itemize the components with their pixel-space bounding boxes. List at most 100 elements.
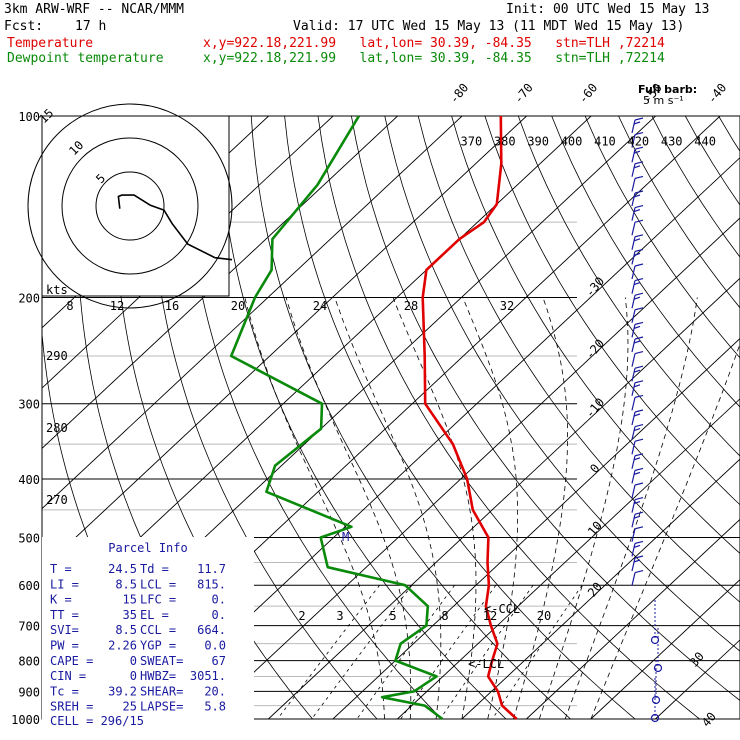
parcel-info-value: 815.	[197, 577, 226, 591]
hodograph-ring	[61, 137, 199, 275]
parcel-info-key: TT =	[50, 608, 79, 622]
wind-barb	[631, 526, 644, 542]
mixing-ratio-line	[492, 584, 583, 720]
wind-barb	[631, 438, 644, 455]
theta-e-label: 20	[231, 299, 245, 313]
temperature-tick-label: -40	[705, 81, 730, 107]
moist-adiabat-line	[244, 297, 385, 720]
ccl-label: <-CCL	[484, 602, 520, 616]
dry-adiabat-line	[551, 116, 740, 408]
pressure-tick-label: 900	[18, 685, 40, 699]
hodograph-ring	[27, 103, 233, 309]
temperature-tick-label: -30	[583, 274, 608, 300]
plot-frame	[41, 115, 740, 720]
wind-barb	[631, 380, 644, 396]
dewpoint-trace	[229, 116, 444, 721]
temperature-tick-label: 40	[699, 709, 719, 729]
temperature-tick-label: -20	[583, 336, 608, 362]
parcel-info-value: 11.7	[197, 562, 226, 576]
parcel-info-value: 25	[123, 700, 137, 714]
parcel-info-value: 5.8	[204, 700, 226, 714]
theta-label: 410	[594, 135, 616, 149]
pressure-tick-label: 600	[18, 579, 40, 593]
theta-e-label: 8	[66, 299, 73, 313]
mixing-ratio-label: 5	[389, 609, 396, 623]
pressure-tick-label: 500	[18, 531, 40, 545]
parcel-info-value: 8.5	[115, 623, 137, 637]
dry-adiabat-line	[317, 116, 700, 720]
wind-barb	[631, 453, 644, 469]
parcel-info-key: SHEAR=	[140, 684, 183, 698]
pressure-tick-label: 400	[18, 473, 40, 487]
parcel-info-value: 0	[130, 654, 137, 668]
parcel-info-key: SVI=	[50, 623, 79, 637]
parcel-info-value: 39.2	[108, 684, 137, 698]
mixing-ratio-line	[356, 584, 455, 720]
parcel-info-key: SREH =	[50, 700, 93, 714]
temperature-legend-name: Temperature	[7, 36, 94, 51]
mixing-ratio-label: 12	[483, 609, 497, 623]
wind-barb	[650, 600, 660, 645]
parcel-info-value: 35	[123, 608, 137, 622]
parcel-info-key: LI =	[50, 577, 79, 591]
pressure-tick-label: 1000	[11, 713, 40, 727]
moist-adiabat-line	[462, 297, 519, 720]
wind-barb	[631, 409, 644, 426]
theta-e-label: 16	[165, 299, 179, 313]
parcel-info-value: 0.	[212, 593, 226, 607]
parcel-info-key: CAPE =	[50, 654, 93, 668]
wind-barb-legend-units: 5 m s⁻¹	[643, 94, 684, 107]
parcel-info-value: 8.5	[115, 577, 137, 591]
pressure-tick-label: 800	[18, 655, 40, 669]
init-time: Init: 00 UTC Wed 15 May 13	[506, 2, 710, 17]
theta-label: 270	[46, 493, 68, 507]
parcel-info-key: CIN =	[50, 669, 86, 683]
hodograph-trace	[117, 194, 233, 261]
parcel-info-title: Parcel Info	[108, 541, 187, 555]
valid-time: Valid: 17 UTC Wed 15 May 13 (11 MDT Wed …	[293, 19, 685, 34]
dry-adiabat-line	[149, 116, 378, 720]
dry-adiabat-line	[451, 116, 740, 554]
dry-adiabat-line	[718, 116, 740, 153]
parcel-info-key: CCL =	[140, 623, 176, 637]
parcel-info-value: 0	[130, 669, 137, 683]
theta-e-label: 12	[110, 299, 124, 313]
wind-barb	[631, 278, 644, 294]
mixing-ratio-label: 8	[441, 609, 448, 623]
dry-adiabat-line	[584, 116, 740, 359]
parcel-m-label: M	[342, 530, 349, 544]
parcel-info-key: Td =	[140, 562, 169, 576]
pressure-tick-label: 700	[18, 620, 40, 634]
theta-label: 400	[561, 135, 583, 149]
wind-barb	[631, 336, 644, 353]
parcel-info-value: 3051.	[190, 669, 226, 683]
isotherm-line	[203, 217, 740, 720]
parcel-info-key: YGP =	[140, 639, 176, 653]
isotherm-line	[397, 398, 740, 720]
parcel-info-value: 67	[212, 654, 226, 668]
parcel-info-value: 15	[123, 593, 137, 607]
wind-barb	[631, 307, 644, 323]
wind-barb	[631, 190, 644, 207]
parcel-info-value: 2.26	[108, 639, 137, 653]
parcel-info-value: 0.	[212, 608, 226, 622]
dry-adiabat-line	[517, 116, 740, 457]
pressure-tick-label: 200	[18, 292, 40, 306]
wind-barb	[631, 263, 644, 280]
theta-e-label: 24	[313, 299, 327, 313]
isotherm-line	[461, 458, 740, 720]
dry-adiabat-line	[484, 116, 740, 506]
temperature-tick-label: -60	[576, 81, 601, 107]
dewpoint-legend-info: x,y=922.18,221.99 lat,lon= 30.39, -84.35…	[203, 51, 665, 66]
parcel-info-cell: CELL = 296/15	[50, 714, 144, 728]
dry-adiabat-line	[417, 116, 740, 603]
mixing-ratio-line	[439, 584, 534, 720]
moist-adiabat-line	[590, 342, 740, 720]
wind-barb	[631, 175, 644, 192]
lcl-label: <-LCL	[468, 657, 504, 671]
wind-barb	[631, 351, 644, 367]
isotherm-line	[332, 337, 740, 720]
theta-e-label: 28	[404, 299, 418, 313]
parcel-info-value: 664.	[197, 623, 226, 637]
wind-barb	[631, 248, 644, 265]
